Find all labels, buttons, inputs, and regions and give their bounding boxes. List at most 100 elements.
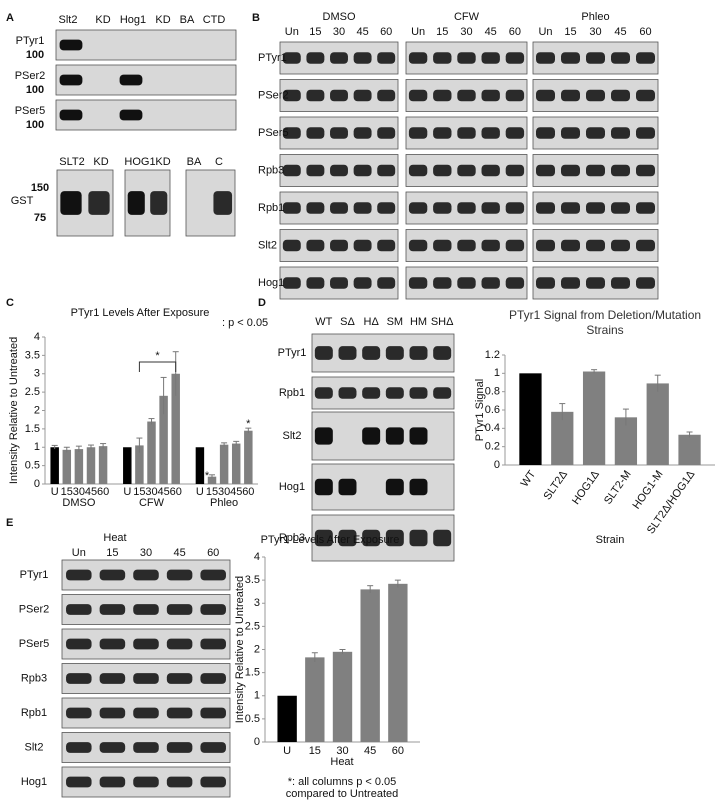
band (353, 239, 372, 252)
lane-label: 60 (639, 26, 651, 38)
row-label: PTyr1 (16, 35, 45, 47)
lane-label: Hog1 (120, 14, 146, 26)
y-tick-label: 1 (254, 690, 260, 702)
panel-letter: C (6, 297, 14, 309)
row-label: PSer2 (258, 89, 289, 101)
y-tick-label: 3.5 (245, 574, 260, 586)
lane-label: Slt2 (59, 14, 78, 26)
band (505, 52, 525, 64)
bar (614, 417, 638, 465)
y-tick-label: 2 (34, 404, 40, 416)
y-tick-label: 3 (254, 597, 260, 609)
row-label: PSer2 (15, 70, 46, 82)
row-label: Slt2 (283, 430, 302, 442)
band (636, 277, 655, 289)
band (166, 776, 193, 788)
band (353, 277, 372, 289)
band (481, 89, 500, 102)
lane-label: SLT2 (59, 156, 84, 168)
band (611, 277, 630, 289)
x-tick-label: 30 (336, 745, 348, 757)
x-tick-label: U (51, 486, 59, 498)
x-tick-label: SLT2Δ (541, 468, 570, 502)
band (433, 52, 452, 64)
band (99, 707, 126, 719)
band (338, 478, 357, 496)
band (59, 74, 83, 86)
band (314, 529, 333, 547)
band (536, 52, 555, 64)
band (561, 89, 580, 102)
band (362, 387, 381, 399)
band (377, 202, 396, 214)
band (481, 164, 500, 177)
row-label: Hog1 (279, 481, 305, 493)
band (60, 191, 82, 215)
bar (277, 695, 297, 742)
lane-label: KD (93, 156, 108, 168)
band (481, 52, 500, 64)
panel-letter: A (6, 12, 14, 24)
lane-label: 45 (614, 26, 626, 38)
band (611, 52, 630, 64)
bar (86, 447, 96, 484)
band (314, 478, 333, 496)
x-tick-label: U (123, 486, 131, 498)
band (200, 569, 226, 581)
row-label: PSer5 (15, 105, 46, 117)
band (536, 89, 555, 102)
band (314, 387, 333, 399)
band (408, 277, 428, 289)
row-label: Slt2 (25, 741, 44, 753)
lane-label: 60 (380, 26, 392, 38)
band (200, 604, 226, 615)
row-label: Rpb3 (279, 532, 305, 544)
x-tick-label: SLT2-M (602, 469, 634, 507)
band (433, 387, 452, 399)
band (99, 742, 126, 753)
band (166, 569, 193, 581)
band (481, 277, 500, 289)
band (385, 478, 404, 496)
band (636, 164, 655, 177)
x-tick-label: 45 (85, 486, 97, 498)
band (408, 164, 428, 177)
blot (55, 29, 237, 61)
x-tick-label: 60 (242, 486, 254, 498)
band (377, 89, 396, 102)
condition-label: Heat (103, 532, 126, 544)
band (200, 638, 226, 650)
bar (551, 411, 574, 465)
band (282, 202, 301, 214)
blot (311, 514, 455, 562)
lane-label: KD (95, 14, 110, 26)
annotation: compared to Untreated (286, 788, 399, 800)
lane-label: WT (315, 316, 332, 328)
band (166, 638, 193, 650)
band (408, 202, 428, 214)
band (377, 277, 396, 289)
bar (244, 430, 253, 484)
lane-label: Un (285, 26, 299, 38)
band (611, 202, 630, 214)
band (66, 673, 92, 684)
band (282, 89, 301, 102)
band (636, 202, 655, 214)
band (561, 202, 580, 214)
mw-marker: 100 (26, 119, 44, 131)
lane-label: KD (155, 156, 170, 168)
bar (388, 583, 408, 742)
y-tick-label: 2.5 (25, 386, 40, 398)
x-tick-label: 30 (145, 486, 157, 498)
band (433, 239, 452, 252)
band (99, 776, 126, 788)
band (505, 127, 525, 139)
bar (646, 383, 669, 465)
annotation: * (155, 350, 160, 362)
band (611, 127, 630, 139)
panel-letter: E (6, 517, 13, 529)
band (166, 604, 193, 615)
band (505, 89, 525, 102)
band (505, 239, 525, 252)
